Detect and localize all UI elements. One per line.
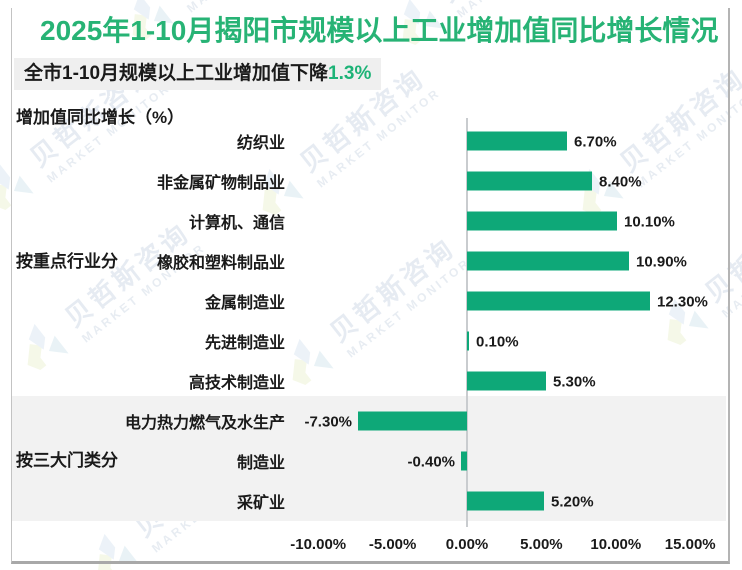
bar-value-label: 8.40% bbox=[599, 173, 642, 191]
bar-value-label: -0.40% bbox=[407, 453, 455, 471]
bar bbox=[467, 251, 629, 271]
x-tick-label: 15.00% bbox=[664, 536, 716, 553]
bar-value-label: 6.70% bbox=[574, 133, 617, 151]
bar-value-label: 12.30% bbox=[657, 293, 708, 311]
bar-value-label: 5.30% bbox=[553, 373, 596, 391]
market-monitor-logo-icon bbox=[402, 0, 444, 45]
market-monitor-logo-icon bbox=[262, 168, 304, 215]
bar bbox=[461, 451, 467, 471]
x-tick-label: 0.00% bbox=[445, 536, 489, 553]
category-label: 制造业 bbox=[236, 455, 285, 472]
x-tick-label: -5.00% bbox=[368, 536, 417, 553]
group-label-three-categories: 按三大门类分 bbox=[16, 451, 118, 470]
watermark-cn-text: 贝哲斯咨询 bbox=[431, 0, 574, 9]
bar-value-label: 10.10% bbox=[624, 213, 675, 231]
category-label: 采矿业 bbox=[236, 495, 285, 512]
market-monitor-logo-icon bbox=[0, 163, 34, 210]
subtitle-highlight-value: 1.3% bbox=[328, 63, 372, 84]
bar bbox=[467, 371, 546, 391]
bar bbox=[467, 291, 650, 311]
bar bbox=[467, 491, 544, 511]
bar-value-label: -7.30% bbox=[304, 413, 352, 431]
category-label: 纺织业 bbox=[236, 135, 285, 152]
watermark-en-text: MARKET MONITOR bbox=[184, 0, 313, 15]
market-monitor-logo-icon bbox=[27, 323, 69, 370]
subtitle-text: 全市1-10月规模以上工业增加值下降 bbox=[24, 63, 329, 84]
market-monitor-logo-icon bbox=[292, 338, 334, 385]
x-tick-label: 5.00% bbox=[520, 536, 563, 553]
category-label: 金属制造业 bbox=[204, 295, 285, 312]
zero-axis-line bbox=[466, 118, 468, 527]
category-label: 高技术制造业 bbox=[188, 375, 285, 392]
bar bbox=[467, 331, 469, 351]
bar bbox=[467, 131, 567, 151]
category-label: 非金属矿物制品业 bbox=[156, 175, 285, 192]
bar bbox=[358, 411, 467, 431]
x-tick-label: -10.00% bbox=[290, 536, 347, 553]
x-tick-label: 10.00% bbox=[590, 536, 642, 553]
bar-value-label: 0.10% bbox=[476, 333, 519, 351]
category-label: 计算机、通信 bbox=[188, 215, 285, 232]
value-axis-title: 增加值同比增长（%） bbox=[16, 108, 185, 127]
group-label-key-industries: 按重点行业分 bbox=[16, 252, 118, 271]
category-label: 先进制造业 bbox=[204, 335, 285, 352]
chart-title: 2025年1-10月揭阳市规模以上工业增加值同比增长情况 bbox=[40, 15, 719, 46]
category-label: 电力热力燃气及水生产 bbox=[124, 415, 285, 432]
market-monitor-logo-icon bbox=[667, 298, 709, 345]
bar-value-label: 10.90% bbox=[636, 253, 687, 271]
market-monitor-logo-icon bbox=[132, 0, 174, 40]
watermark-cn-text: 贝哲斯咨询 bbox=[699, 191, 742, 308]
bar-value-label: 5.20% bbox=[551, 493, 594, 511]
chart-subtitle: 全市1-10月规模以上工业增加值下降1.3% bbox=[14, 58, 382, 90]
bar bbox=[467, 211, 617, 231]
bar bbox=[467, 171, 592, 191]
watermark-cn-text: 贝哲斯咨询 bbox=[161, 0, 304, 4]
category-label: 橡胶和塑料制品业 bbox=[156, 255, 285, 272]
market-monitor-logo-icon bbox=[97, 533, 139, 570]
